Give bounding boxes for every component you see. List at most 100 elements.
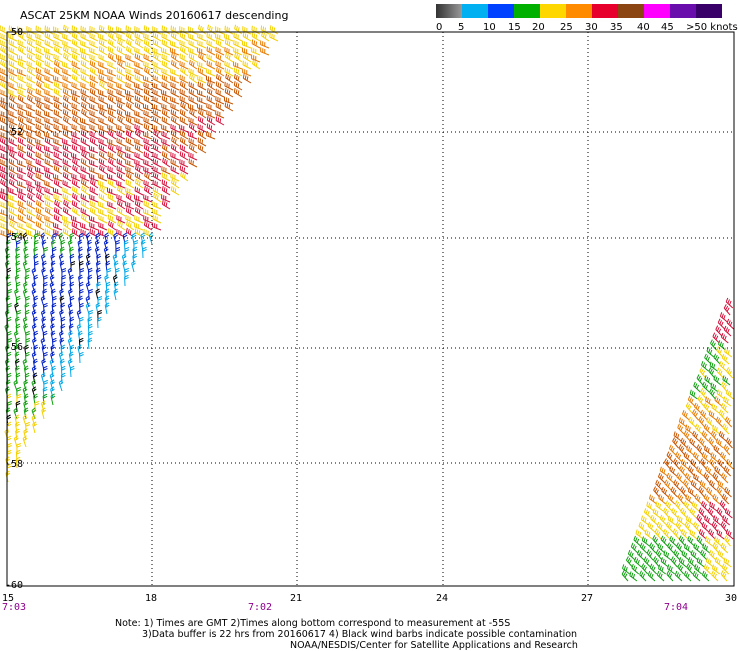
wind-barb: [171, 178, 180, 189]
wind-barb: [108, 129, 117, 140]
wind-barb: [692, 570, 701, 582]
wind-barb: [98, 137, 108, 147]
wind-barb: [107, 193, 117, 203]
wind-barb: [663, 507, 670, 519]
wind-barb: [17, 68, 27, 77]
wind-barb: [658, 494, 667, 505]
wind-barb: [188, 33, 198, 42]
wind-barb: [678, 535, 686, 547]
lat-label: -50: [5, 27, 24, 38]
wind-barb: [98, 208, 108, 217]
wind-barb: [71, 131, 81, 140]
wind-barb: [31, 267, 37, 280]
wind-barb: [89, 95, 99, 105]
wind-barb: [41, 344, 47, 357]
wind-barb: [26, 180, 36, 189]
wind-barb: [713, 375, 722, 386]
wind-barb: [116, 194, 126, 203]
wind-barb: [68, 330, 73, 343]
wind-barb: [53, 53, 63, 63]
wind-barb: [134, 117, 144, 126]
wind-barb: [33, 295, 39, 308]
wind-barb: [179, 88, 189, 98]
wind-barb: [107, 95, 117, 105]
wind-barb: [143, 208, 153, 217]
legend-label: 25: [560, 22, 573, 33]
wind-barb: [661, 486, 669, 498]
wind-barb: [98, 61, 108, 70]
wind-barb: [131, 260, 136, 273]
wind-barb: [42, 393, 48, 406]
wind-barb: [188, 88, 198, 98]
wind-barb: [197, 96, 207, 105]
wind-barbs-layer: [0, 24, 735, 582]
wind-barb: [35, 199, 45, 210]
wind-barb: [224, 102, 234, 112]
wind-barb: [143, 194, 153, 203]
wind-barb: [40, 253, 46, 266]
wind-barb: [704, 375, 713, 386]
wind-barb: [696, 514, 704, 526]
wind-barb: [0, 39, 9, 49]
wind-barb: [251, 54, 261, 63]
wind-barb: [633, 535, 641, 547]
wind-barb: [233, 88, 243, 98]
wind-barb: [80, 74, 90, 84]
wind-barb: [31, 309, 37, 322]
wind-barb: [705, 465, 714, 477]
wind-barb: [36, 213, 45, 224]
wind-barb: [15, 246, 20, 259]
wind-barb: [108, 52, 117, 63]
wind-barb: [17, 214, 27, 224]
wind-barb: [682, 479, 690, 491]
wind-barb: [67, 267, 73, 280]
wind-barb: [116, 46, 126, 56]
wind-barb: [718, 340, 726, 351]
wind-barb: [689, 507, 697, 519]
wind-barb: [89, 173, 99, 182]
wind-barb: [35, 67, 45, 77]
wind-barb: [125, 74, 135, 84]
wind-barb: [179, 130, 189, 140]
wind-barb: [170, 102, 180, 112]
wind-barb: [694, 493, 703, 505]
wind-barb: [635, 529, 644, 540]
wind-barb: [660, 535, 668, 547]
wind-barb: [260, 47, 270, 56]
wind-barb: [697, 395, 705, 407]
wind-barb: [687, 487, 696, 498]
wind-barb: [676, 542, 684, 554]
wind-barb: [81, 94, 90, 105]
wind-barb: [724, 347, 733, 358]
wind-barb: [35, 138, 45, 147]
wind-barb: [7, 400, 12, 413]
wind-barb: [242, 74, 252, 84]
wind-barb: [105, 253, 110, 266]
wind-barb: [15, 456, 21, 469]
wind-barb: [683, 452, 692, 463]
wind-barb: [71, 221, 81, 231]
wind-barb: [689, 437, 697, 449]
wind-barb: [62, 109, 72, 119]
wind-barb: [80, 137, 90, 147]
wind-barb: [98, 33, 108, 42]
wind-barb: [134, 228, 144, 238]
wind-barb: [698, 507, 706, 519]
wind-barb: [691, 501, 700, 512]
wind-barb: [215, 26, 225, 35]
wind-barb: [726, 458, 734, 470]
wind-barb: [707, 507, 715, 519]
wind-barb: [117, 150, 126, 161]
wind-barb: [80, 117, 90, 126]
wind-barb: [63, 94, 72, 105]
wind-barb: [719, 360, 727, 372]
wind-barb: [188, 39, 198, 49]
wind-barb: [170, 165, 180, 175]
wind-barb: [715, 325, 723, 337]
wind-barb: [62, 144, 72, 154]
wind-barb: [126, 45, 135, 56]
legend-swatch: [618, 4, 644, 18]
wind-barb: [680, 459, 689, 470]
wind-barb: [107, 165, 117, 175]
wind-barb: [98, 193, 108, 203]
